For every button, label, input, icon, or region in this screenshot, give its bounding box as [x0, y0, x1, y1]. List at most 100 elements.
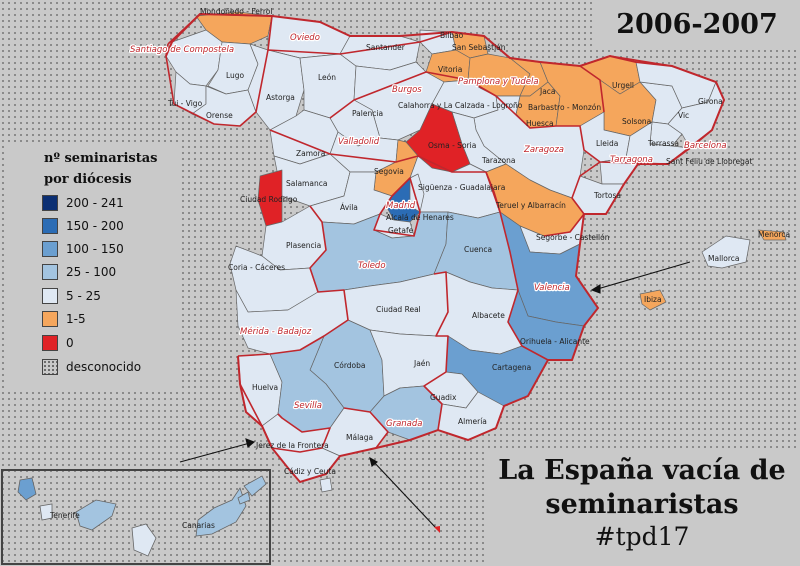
label-huelva: Huelva	[252, 383, 278, 392]
label-orihuela: Orihuela - Alicante	[520, 337, 590, 346]
label-toledo: Toledo	[358, 261, 386, 271]
title-box: La España vacía de seminaristas #tpd17	[484, 448, 800, 566]
label-santiago: Santiago de Compostela	[130, 45, 234, 55]
label-barcelona: Barcelona	[684, 141, 727, 151]
label-san-sebastian: San Sebastián	[452, 43, 506, 52]
label-plasencia: Plasencia	[286, 241, 321, 250]
legend: nº seminaristas por diócesis 200 - 241 1…	[4, 142, 180, 390]
label-almeria: Almería	[458, 417, 487, 426]
label-bilbao: Bilbao	[440, 31, 464, 40]
label-ciudad-real: Ciudad Real	[376, 305, 421, 314]
label-salamanca: Salamanca	[286, 179, 327, 188]
diocese-ibiza	[639, 289, 667, 311]
label-cordoba: Córdoba	[334, 361, 365, 370]
label-tui-vigo: Tui - Vigo	[167, 99, 203, 108]
label-astorga: Astorga	[266, 93, 295, 102]
label-menorca: Menorca	[758, 230, 790, 239]
legend-item: 200 - 241	[42, 194, 124, 212]
legend-title-line2: por diócesis	[44, 172, 132, 187]
legend-title: nº seminaristas por diócesis	[44, 148, 180, 190]
legend-item: 150 - 200	[42, 217, 124, 235]
title-line1: La España vacía de	[498, 455, 786, 486]
ceuta	[319, 477, 333, 493]
label-vitoria: Vitoria	[438, 65, 462, 74]
label-albacete: Albacete	[472, 311, 505, 320]
ecclesiastical-province-borders	[165, 13, 725, 453]
diocese-labels: Mondoñedo - Ferrol Lugo Tui - Vigo Orens…	[49, 7, 790, 530]
label-madrid: Madrid	[386, 201, 416, 211]
diocese-alcala	[409, 173, 425, 213]
label-ibiza: Ibiza	[644, 295, 662, 304]
canary-islands-inset	[1, 469, 271, 565]
legend-item: 25 - 100	[42, 263, 116, 281]
diocese-mallorca	[701, 235, 751, 269]
label-segorbe: Segorbe - Castellón	[536, 233, 610, 242]
label-palencia: Palencia	[352, 109, 383, 118]
label-segovia: Segovia	[374, 167, 404, 176]
coastline	[165, 12, 726, 484]
label-granada: Granada	[386, 419, 423, 429]
label-alcala: Alcalá de Henares	[386, 213, 454, 222]
legend-swatch	[42, 288, 58, 304]
label-vic: Vic	[678, 111, 689, 120]
label-huesca: Huesca	[526, 119, 554, 128]
label-tenerife: Tenerife	[49, 511, 80, 520]
label-zamora: Zamora	[296, 149, 325, 158]
label-leon: León	[318, 73, 336, 82]
label-lleida: Lleida	[596, 139, 618, 148]
label-tortosa: Tortosa	[593, 191, 621, 200]
label-oviedo: Oviedo	[290, 33, 320, 43]
label-ciudad-rodrigo: Ciudad Rodrigo	[240, 195, 298, 204]
label-avila: Ávila	[340, 203, 358, 212]
legend-title-line1: nº seminaristas	[44, 151, 158, 166]
label-guadix: Guadix	[430, 393, 457, 402]
label-getafe: Getafe	[388, 226, 414, 235]
label-malaga: Málaga	[346, 433, 373, 442]
label-merida: Mérida - Badajoz	[240, 326, 312, 337]
legend-item: 5 - 25	[42, 287, 101, 305]
legend-item: 0	[42, 334, 74, 352]
label-siguenza: Sigüenza - Guadalajara	[418, 183, 505, 192]
label-tarazona: Tarazona	[481, 156, 516, 165]
diocese-cadiz	[271, 447, 341, 483]
label-zaragoza: Zaragoza	[523, 145, 564, 155]
label-sant-feliu: Sant Feliu de Llobregat	[666, 157, 753, 166]
legend-swatch	[42, 241, 58, 257]
label-cadiz: Cádiz y Ceuta	[284, 467, 336, 476]
label-lugo: Lugo	[226, 71, 245, 80]
label-pamplona: Pamplona y Tudela	[458, 77, 539, 87]
label-burgos: Burgos	[392, 85, 422, 95]
label-calahorra: Calahorra y La Calzada - Logroño	[398, 101, 523, 110]
legend-swatch	[42, 359, 58, 375]
label-tarragona: Tarragona	[610, 155, 653, 165]
label-sevilla: Sevilla	[294, 401, 322, 411]
legend-swatch	[42, 264, 58, 280]
diocese-menorca	[757, 229, 787, 241]
legend-swatch	[42, 195, 58, 211]
label-jaca: Jaca	[539, 87, 556, 96]
label-santander: Santander	[366, 43, 406, 52]
label-valladolid: Valladolid	[338, 137, 380, 147]
year-label: 2006-2007	[616, 8, 778, 40]
label-terrassa: Terrassa	[647, 139, 679, 148]
legend-swatch	[42, 335, 58, 351]
label-coria-caceres: Coria - Cáceres	[228, 263, 285, 272]
label-jerez: Jerez de la Frontera	[255, 441, 329, 450]
label-valencia: Valencia	[534, 283, 570, 293]
legend-item: 100 - 150	[42, 240, 124, 258]
archdiocese-labels: Santiago de Compostela Oviedo Burgos Pam…	[129, 32, 728, 430]
label-solsona: Solsona	[622, 117, 651, 126]
year-box: 2006-2007	[594, 0, 800, 48]
label-canarias: Canarias	[182, 521, 215, 530]
label-osma-soria: Osma - Soria	[428, 141, 476, 150]
title-hashtag: #tpd17	[594, 522, 690, 551]
label-orense: Orense	[206, 111, 233, 120]
label-jaen: Jaén	[413, 359, 430, 368]
label-mondonedo: Mondoñedo - Ferrol	[200, 7, 272, 16]
label-barbastro: Barbastro - Monzón	[528, 103, 601, 112]
title-line2: seminaristas	[545, 489, 739, 520]
label-girona: Girona	[698, 97, 723, 106]
legend-item: 1-5	[42, 310, 86, 328]
